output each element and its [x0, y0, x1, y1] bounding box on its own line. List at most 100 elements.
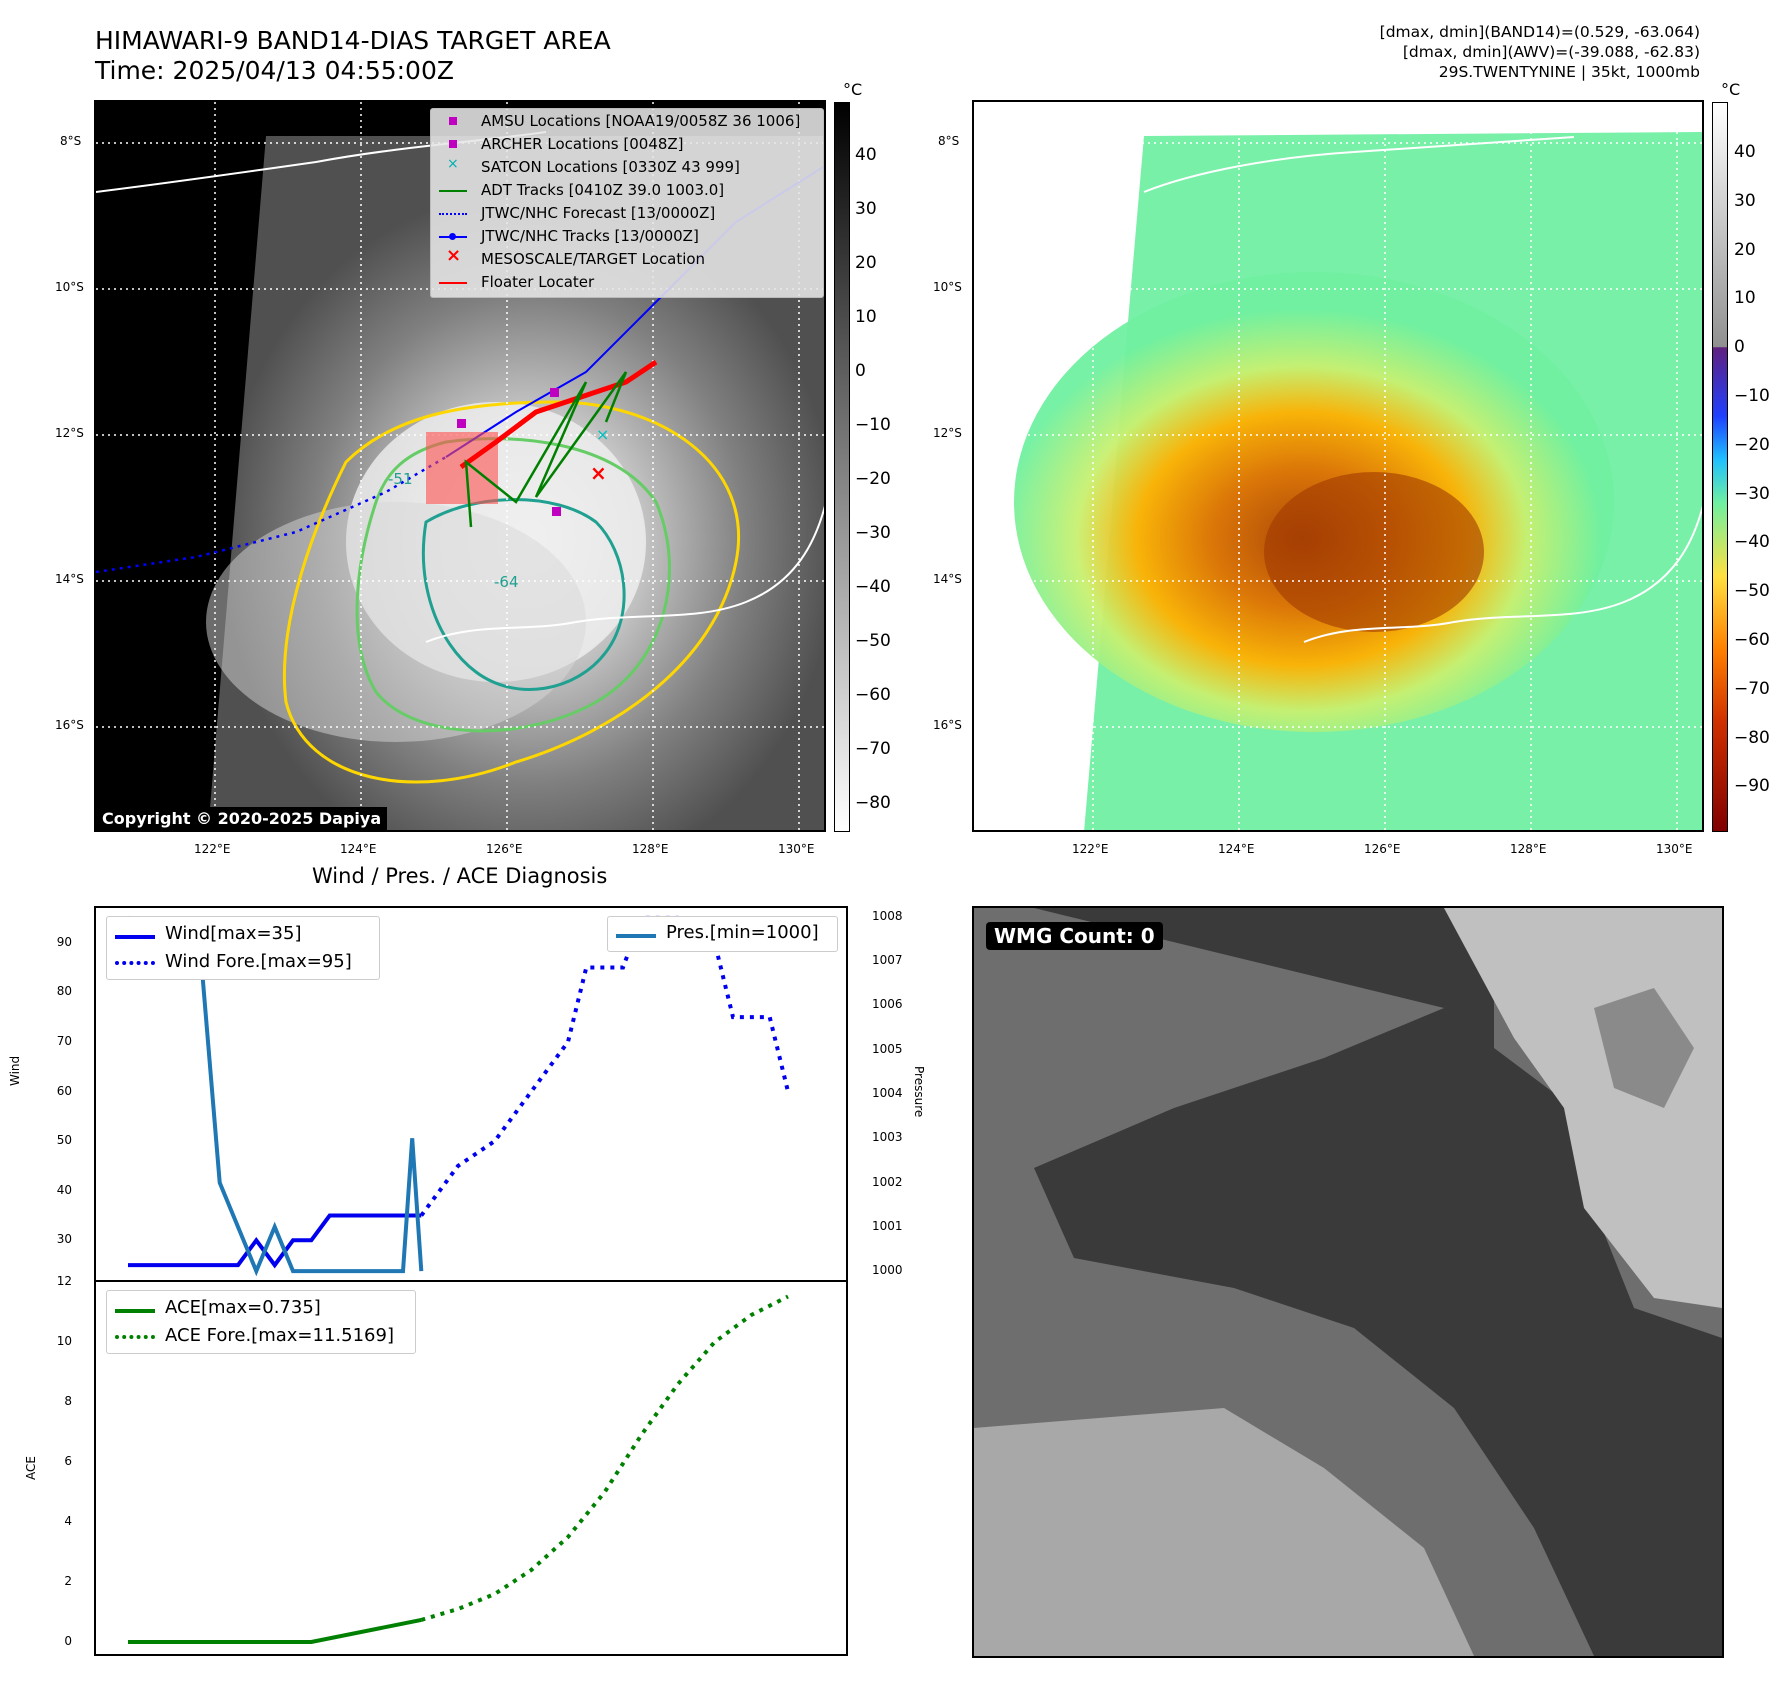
lon-label: 122°E	[1072, 842, 1109, 856]
pressure-ylabel: Pressure	[912, 1066, 926, 1118]
awv-colorbar-tick: −70	[1734, 678, 1770, 699]
lat-label: 16°S	[55, 718, 84, 732]
series-line-wind-fore-max-	[419, 915, 790, 1217]
ace-ytick: 6	[64, 1454, 72, 1468]
satcon-marker: ×	[596, 425, 609, 444]
solid-line-icon	[115, 935, 155, 939]
awv-colorbar-tick: 10	[1734, 288, 1756, 309]
ir-colorbar-tick: −20	[855, 469, 891, 489]
ace-chart: ACE[max=0.735] ACE Fore.[max=11.5169]	[94, 1280, 848, 1656]
dotted-line-icon	[439, 213, 467, 215]
title-line-1: HIMAWARI-9 BAND14-DIAS TARGET AREA	[95, 26, 611, 55]
awv-map-panel	[972, 100, 1704, 832]
wmg-count-badge: WMG Count: 0	[986, 922, 1163, 950]
contour-teal	[422, 498, 626, 691]
ir-colorbar-tick: 40	[855, 145, 877, 165]
ir-colorbar-tick: −10	[855, 415, 891, 435]
wind-ytick: 60	[56, 1083, 72, 1098]
wind-ytick: 40	[56, 1182, 72, 1197]
ace-ytick: 4	[64, 1514, 72, 1528]
ace-legend: ACE[max=0.735] ACE Fore.[max=11.5169]	[106, 1290, 416, 1354]
awv-core	[1264, 472, 1484, 632]
awv-colorbar-tick: −80	[1734, 727, 1770, 748]
ir-colorbar-tick: −70	[855, 739, 891, 759]
awv-colorbar	[1712, 102, 1728, 832]
lon-label: 126°E	[486, 842, 523, 856]
ir-colorbar-tick: −80	[855, 793, 891, 813]
dotted-line-icon	[115, 1335, 155, 1339]
awv-colorbar-tick: −30	[1734, 483, 1770, 504]
wind-pressure-chart: Wind[max=35] Wind Fore.[max=95] Pres.[mi…	[94, 906, 848, 1282]
coastline-australia	[425, 505, 824, 643]
stats-block: [dmax, dmin](BAND14)=(0.529, -63.064) [d…	[1380, 22, 1700, 82]
dot-icon	[449, 233, 456, 240]
legend-label-jtwc-tracks: JTWC/NHC Tracks [13/0000Z]	[481, 227, 699, 245]
legend-label-target: MESOSCALE/TARGET Location	[481, 250, 706, 268]
line-icon	[439, 282, 467, 284]
contour-label-64: -64	[494, 573, 519, 591]
ir-map-svg: × × -51 -64	[96, 102, 824, 830]
ace-ytick: 2	[64, 1574, 72, 1588]
lon-label: 128°E	[632, 842, 669, 856]
ir-colorbar-unit: °C	[843, 80, 863, 99]
pressure-ytick: 1008	[872, 908, 903, 923]
wmg-region-dark	[1034, 908, 1722, 1656]
legend-label-satcon: SATCON Locations [0330Z 43 999]	[481, 158, 740, 176]
ir-colorbar-tick: −40	[855, 577, 891, 597]
ace-svg	[128, 1294, 789, 1644]
ir-colorbar-tick: 30	[855, 199, 877, 219]
ir-colorbar-tick: 0	[855, 361, 866, 381]
lon-label: 124°E	[340, 842, 377, 856]
floater-track	[459, 359, 658, 470]
ace-fore-legend-label: ACE Fore.[max=11.5169]	[165, 1325, 394, 1346]
x-icon: ×	[446, 245, 462, 266]
ace-ytick: 0	[64, 1634, 72, 1648]
ir-colorbar-tick: −60	[855, 685, 891, 705]
ace-ytick: 8	[64, 1394, 72, 1408]
ir-colorbar-tick: 10	[855, 307, 877, 327]
awv-colorbar-tick: 20	[1734, 239, 1756, 260]
awv-map-svg	[974, 102, 1702, 830]
lat-label: 12°S	[933, 426, 962, 440]
series-line-ace-fore-max-	[420, 1294, 789, 1622]
lon-label: 130°E	[1656, 842, 1693, 856]
stats-line-3: 29S.TWENTYNINE | 35kt, 1000mb	[1438, 63, 1700, 81]
pressure-ytick: 1001	[872, 1218, 903, 1233]
legend-label-archer: ARCHER Locations [0048Z]	[481, 135, 684, 153]
awv-colorbar-unit: °C	[1721, 80, 1741, 99]
archer-marker-2	[552, 507, 561, 516]
pressure-ytick: 1007	[872, 953, 903, 968]
wind-ytick: 80	[56, 984, 72, 999]
pressure-ytick: 1002	[872, 1174, 903, 1189]
awv-colorbar-tick: −20	[1734, 434, 1770, 455]
lat-label: 8°S	[938, 134, 960, 148]
pressure-legend: Pres.[min=1000]	[607, 916, 838, 952]
pressure-ytick: 1005	[872, 1041, 903, 1056]
cloud-band	[206, 502, 586, 742]
legend-label-jtwc-forecast: JTWC/NHC Forecast [13/0000Z]	[481, 204, 716, 222]
pressure-ytick: 1000	[872, 1263, 903, 1278]
figure-title: HIMAWARI-9 BAND14-DIAS TARGET AREA Time:…	[95, 26, 611, 86]
title-line-2: Time: 2025/04/13 04:55:00Z	[95, 56, 454, 85]
map-legend: AMSU Locations [NOAA19/0058Z 36 1006] AR…	[430, 108, 824, 298]
lon-label: 128°E	[1510, 842, 1547, 856]
archer-marker	[457, 419, 466, 428]
ace-ytick: 10	[56, 1334, 72, 1348]
awv-colorbar-tick: 30	[1734, 190, 1756, 211]
wind-fore-legend-label: Wind Fore.[max=95]	[165, 951, 352, 972]
ace-legend-label: ACE[max=0.735]	[165, 1297, 321, 1318]
wind-ytick: 90	[56, 934, 72, 949]
stats-line-1: [dmax, dmin](BAND14)=(0.529, -63.064)	[1379, 23, 1700, 41]
solid-line-icon	[115, 1309, 155, 1313]
square-icon	[449, 140, 457, 148]
wmg-panel: WMG Count: 0	[972, 906, 1724, 1658]
contour-yellow	[282, 400, 740, 784]
square-icon	[449, 117, 457, 125]
lon-label: 126°E	[1364, 842, 1401, 856]
x-icon: ×	[447, 156, 459, 172]
target-marker: ×	[590, 461, 607, 485]
legend-label-adt: ADT Tracks [0410Z 39.0 1003.0]	[481, 181, 725, 199]
pressure-ytick: 1003	[872, 1130, 903, 1145]
lat-label: 8°S	[60, 134, 82, 148]
wmg-region-darkest	[1594, 988, 1694, 1108]
